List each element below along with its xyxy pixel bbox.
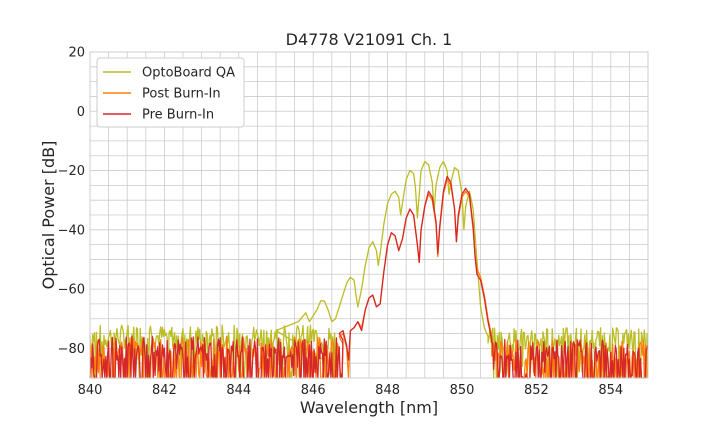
y-axis-label: Optical Power [dB] [39,141,58,290]
legend-frame [96,57,245,128]
tick-labels: 840 842 844 846 848 850 852 854 20 0 −20 −40 −60 −80 [58,46,624,399]
legend: OptoBoard QA Post Burn-In Pre Burn-In [96,57,245,128]
x-tick-label: 850 [450,383,475,398]
legend-label: Pre Burn-In [142,108,214,123]
y-tick-label: 20 [68,46,85,61]
x-tick-label: 846 [301,383,326,398]
chart-title: D4778 V21091 Ch. 1 [286,30,453,49]
y-tick-label: −40 [58,223,85,238]
series-line-2 [89,175,649,379]
x-tick-label: 854 [598,383,623,398]
series-line-0 [89,161,649,379]
legend-label: Post Burn-In [142,87,221,102]
y-tick-label: −20 [58,164,85,179]
x-tick-label: 848 [375,383,400,398]
y-tick-label: −60 [58,283,85,298]
x-tick-label: 840 [78,383,103,398]
x-tick-label: 842 [152,383,177,398]
x-tick-label: 844 [226,383,251,398]
y-tick-label: −80 [58,342,85,357]
x-tick-label: 852 [524,383,549,398]
legend-label: OptoBoard QA [142,66,235,81]
y-tick-label: 0 [77,105,85,120]
x-axis-label: Wavelength [nm] [300,398,438,417]
plot-area-border [89,51,649,379]
